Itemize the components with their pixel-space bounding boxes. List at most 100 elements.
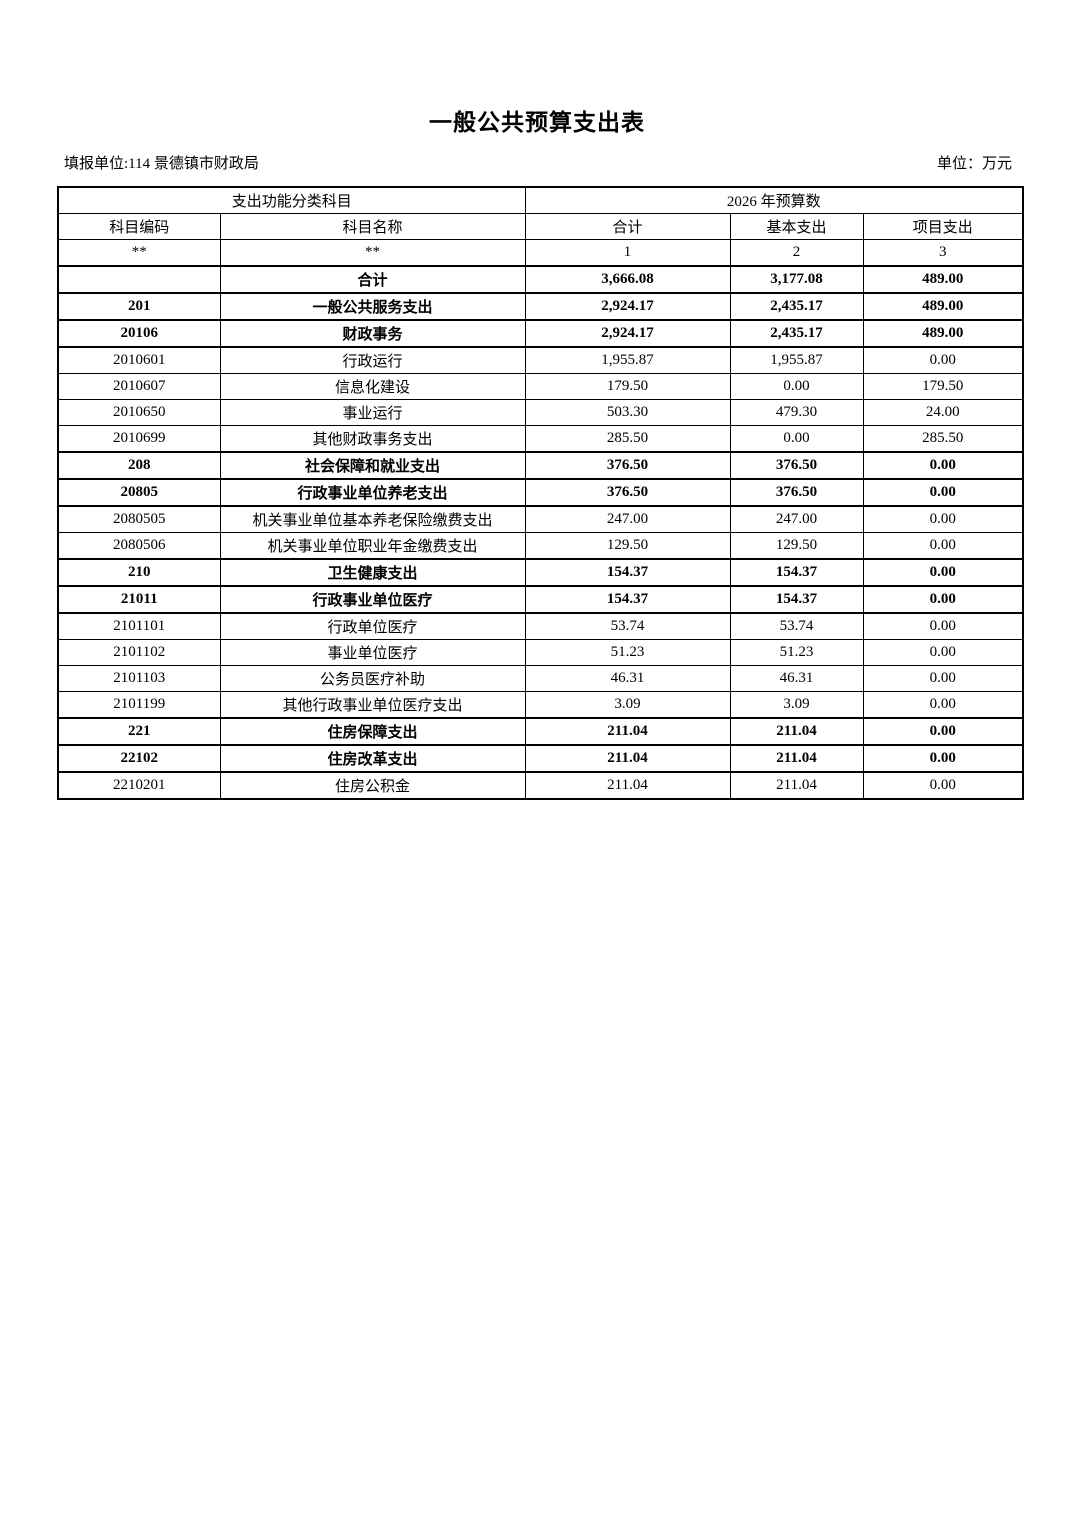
table-index-row: ** ** 1 2 3 bbox=[57, 239, 1024, 267]
cell-name: 行政事业单位医疗 bbox=[219, 585, 526, 614]
cell-code: 21011 bbox=[57, 585, 221, 614]
table-row: 208 社会保障和就业支出 376.50 376.50 0.00 bbox=[57, 451, 1024, 480]
cell-code bbox=[57, 265, 221, 294]
cell-code: 208 bbox=[57, 451, 221, 480]
table-row: 2010699 其他财政事务支出 285.50 0.00 285.50 bbox=[57, 425, 1024, 453]
cell-name: 住房改革支出 bbox=[219, 744, 526, 773]
col-header-project: 项目支出 bbox=[862, 213, 1024, 240]
cell-code: 2010650 bbox=[57, 399, 221, 426]
cell-basic: 154.37 bbox=[729, 558, 864, 587]
cell-name: 行政运行 bbox=[219, 346, 526, 374]
cell-basic: 211.04 bbox=[729, 744, 864, 773]
cell-total: 3,666.08 bbox=[524, 265, 731, 294]
index-cell-project: 3 bbox=[862, 239, 1024, 267]
cell-code: 2101102 bbox=[57, 639, 221, 666]
cell-name: 行政单位医疗 bbox=[219, 612, 526, 640]
cell-code: 2101103 bbox=[57, 665, 221, 692]
cell-name: 社会保障和就业支出 bbox=[219, 451, 526, 480]
cell-project: 0.00 bbox=[862, 612, 1024, 640]
cell-name: 卫生健康支出 bbox=[219, 558, 526, 587]
table-row: 20805 行政事业单位养老支出 376.50 376.50 0.00 bbox=[57, 478, 1024, 507]
cell-project: 0.00 bbox=[862, 717, 1024, 746]
cell-project: 0.00 bbox=[862, 771, 1024, 800]
cell-name: 住房公积金 bbox=[219, 771, 526, 800]
cell-total: 211.04 bbox=[524, 771, 731, 800]
table-row: 2010650 事业运行 503.30 479.30 24.00 bbox=[57, 399, 1024, 426]
cell-project: 0.00 bbox=[862, 639, 1024, 666]
cell-basic: 2,435.17 bbox=[729, 319, 864, 348]
cell-basic: 376.50 bbox=[729, 451, 864, 480]
cell-project: 0.00 bbox=[862, 558, 1024, 587]
table-row: 2101102 事业单位医疗 51.23 51.23 0.00 bbox=[57, 639, 1024, 666]
cell-name: 住房保障支出 bbox=[219, 717, 526, 746]
cell-name: 信息化建设 bbox=[219, 373, 526, 400]
table-row: 2210201 住房公积金 211.04 211.04 0.00 bbox=[57, 771, 1024, 800]
cell-code: 2101199 bbox=[57, 691, 221, 719]
group-header-budget-year: 2026 年预算数 bbox=[524, 186, 1024, 214]
cell-name: 公务员医疗补助 bbox=[219, 665, 526, 692]
cell-code: 2010699 bbox=[57, 425, 221, 453]
cell-total: 2,924.17 bbox=[524, 319, 731, 348]
cell-name: 事业单位医疗 bbox=[219, 639, 526, 666]
cell-project: 285.50 bbox=[862, 425, 1024, 453]
cell-project: 0.00 bbox=[862, 346, 1024, 374]
cell-name: 财政事务 bbox=[219, 319, 526, 348]
index-cell-name: ** bbox=[219, 239, 526, 267]
index-cell-basic: 2 bbox=[729, 239, 864, 267]
cell-total: 46.31 bbox=[524, 665, 731, 692]
report-unit-label: 填报单位:114 景德镇市财政局 bbox=[64, 156, 259, 172]
cell-project: 0.00 bbox=[862, 744, 1024, 773]
cell-total: 129.50 bbox=[524, 532, 731, 560]
cell-basic: 0.00 bbox=[729, 425, 864, 453]
cell-code: 2080505 bbox=[57, 505, 221, 533]
table-row: 2010601 行政运行 1,955.87 1,955.87 0.00 bbox=[57, 346, 1024, 374]
cell-name: 其他财政事务支出 bbox=[219, 425, 526, 453]
cell-code: 22102 bbox=[57, 744, 221, 773]
table-row: 2101199 其他行政事业单位医疗支出 3.09 3.09 0.00 bbox=[57, 691, 1024, 719]
cell-basic: 51.23 bbox=[729, 639, 864, 666]
table-row: 221 住房保障支出 211.04 211.04 0.00 bbox=[57, 717, 1024, 746]
cell-total: 3.09 bbox=[524, 691, 731, 719]
table-row: 合计 3,666.08 3,177.08 489.00 bbox=[57, 265, 1024, 294]
col-header-code: 科目编码 bbox=[57, 213, 221, 240]
cell-basic: 154.37 bbox=[729, 585, 864, 614]
cell-project: 489.00 bbox=[862, 292, 1024, 321]
cell-project: 0.00 bbox=[862, 451, 1024, 480]
cell-total: 179.50 bbox=[524, 373, 731, 400]
cell-basic: 3,177.08 bbox=[729, 265, 864, 294]
cell-project: 0.00 bbox=[862, 532, 1024, 560]
table-column-header-row: 科目编码 科目名称 合计 基本支出 项目支出 bbox=[57, 213, 1024, 240]
cell-total: 376.50 bbox=[524, 478, 731, 507]
table-body: 合计 3,666.08 3,177.08 489.00 201 一般公共服务支出 2,924… bbox=[57, 265, 1024, 800]
cell-code: 201 bbox=[57, 292, 221, 321]
cell-project: 489.00 bbox=[862, 319, 1024, 348]
col-header-total: 合计 bbox=[524, 213, 731, 240]
cell-project: 0.00 bbox=[862, 478, 1024, 507]
cell-basic: 46.31 bbox=[729, 665, 864, 692]
meta-row: 填报单位:114 景德镇市财政局 单位：万元 bbox=[64, 155, 1012, 174]
cell-code: 2210201 bbox=[57, 771, 221, 800]
table-row: 2010607 信息化建设 179.50 0.00 179.50 bbox=[57, 373, 1024, 400]
cell-total: 51.23 bbox=[524, 639, 731, 666]
index-cell-total: 1 bbox=[524, 239, 731, 267]
cell-total: 285.50 bbox=[524, 425, 731, 453]
cell-basic: 0.00 bbox=[729, 373, 864, 400]
table-row: 22102 住房改革支出 211.04 211.04 0.00 bbox=[57, 744, 1024, 773]
cell-total: 2,924.17 bbox=[524, 292, 731, 321]
cell-project: 0.00 bbox=[862, 585, 1024, 614]
col-header-basic: 基本支出 bbox=[729, 213, 864, 240]
cell-total: 154.37 bbox=[524, 585, 731, 614]
index-cell-code: ** bbox=[57, 239, 221, 267]
cell-code: 2010607 bbox=[57, 373, 221, 400]
cell-name: 机关事业单位基本养老保险缴费支出 bbox=[219, 505, 526, 533]
cell-basic: 3.09 bbox=[729, 691, 864, 719]
cell-project: 179.50 bbox=[862, 373, 1024, 400]
unit-label: 单位：万元 bbox=[936, 156, 1012, 172]
cell-total: 376.50 bbox=[524, 451, 731, 480]
cell-name: 其他行政事业单位医疗支出 bbox=[219, 691, 526, 719]
cell-total: 503.30 bbox=[524, 399, 731, 426]
table-row: 2101101 行政单位医疗 53.74 53.74 0.00 bbox=[57, 612, 1024, 640]
cell-total: 1,955.87 bbox=[524, 346, 731, 374]
cell-project: 489.00 bbox=[862, 265, 1024, 294]
